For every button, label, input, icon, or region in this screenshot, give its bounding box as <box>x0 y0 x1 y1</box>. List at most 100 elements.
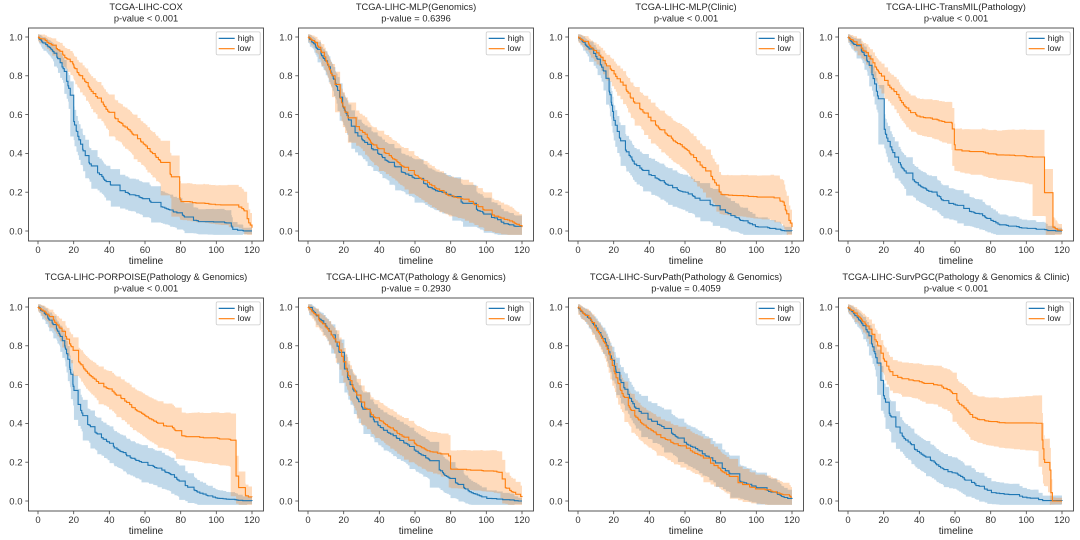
svg-text:timeline: timeline <box>129 256 164 267</box>
svg-text:120: 120 <box>1054 245 1070 256</box>
svg-text:1.0: 1.0 <box>279 32 292 43</box>
svg-text:120: 120 <box>514 515 530 526</box>
svg-text:0.4: 0.4 <box>549 419 562 430</box>
svg-text:0.8: 0.8 <box>819 341 832 352</box>
svg-text:40: 40 <box>374 515 385 526</box>
svg-text:80: 80 <box>985 515 996 526</box>
svg-text:TCGA-LIHC-PORPOISE(Pathology &: TCGA-LIHC-PORPOISE(Pathology & Genomics) <box>45 272 248 282</box>
svg-text:high: high <box>1048 303 1064 313</box>
svg-text:80: 80 <box>175 245 186 256</box>
svg-text:1.0: 1.0 <box>549 302 562 313</box>
svg-text:low: low <box>778 313 792 323</box>
svg-text:TCGA-LIHC-COX: TCGA-LIHC-COX <box>109 2 182 12</box>
svg-text:120: 120 <box>514 245 530 256</box>
svg-text:p-value < 0.001: p-value < 0.001 <box>924 13 988 23</box>
svg-text:1.0: 1.0 <box>9 302 22 313</box>
svg-text:p-value = 0.2930: p-value = 0.2930 <box>381 283 451 293</box>
svg-text:0.2: 0.2 <box>819 458 832 469</box>
svg-text:timeline: timeline <box>939 256 974 267</box>
svg-text:20: 20 <box>878 515 889 526</box>
svg-text:low: low <box>778 43 792 53</box>
svg-text:60: 60 <box>950 245 961 256</box>
svg-text:0.0: 0.0 <box>549 226 562 237</box>
svg-text:timeline: timeline <box>939 526 974 537</box>
svg-text:0.6: 0.6 <box>819 380 832 391</box>
svg-text:120: 120 <box>784 515 800 526</box>
svg-text:60: 60 <box>140 515 151 526</box>
svg-text:20: 20 <box>608 245 619 256</box>
svg-text:100: 100 <box>1018 245 1034 256</box>
svg-text:0.4: 0.4 <box>549 149 562 160</box>
svg-text:high: high <box>508 303 524 313</box>
svg-text:0.0: 0.0 <box>9 226 22 237</box>
svg-text:40: 40 <box>914 245 925 256</box>
svg-text:1.0: 1.0 <box>549 32 562 43</box>
svg-text:0: 0 <box>35 515 40 526</box>
svg-text:timeline: timeline <box>399 256 434 267</box>
svg-text:0.2: 0.2 <box>549 458 562 469</box>
svg-text:0.6: 0.6 <box>819 110 832 121</box>
svg-text:100: 100 <box>748 245 764 256</box>
svg-text:0.8: 0.8 <box>279 341 292 352</box>
svg-text:0.0: 0.0 <box>819 496 832 507</box>
svg-text:80: 80 <box>715 245 726 256</box>
svg-text:high: high <box>778 303 794 313</box>
svg-text:0.6: 0.6 <box>9 380 22 391</box>
svg-text:0.0: 0.0 <box>549 496 562 507</box>
svg-text:TCGA-LIHC-MLP(Clinic): TCGA-LIHC-MLP(Clinic) <box>635 2 736 12</box>
svg-text:0: 0 <box>305 245 310 256</box>
svg-text:20: 20 <box>878 245 889 256</box>
svg-text:1.0: 1.0 <box>279 302 292 313</box>
svg-text:0.8: 0.8 <box>9 71 22 82</box>
svg-text:0.0: 0.0 <box>279 226 292 237</box>
svg-text:low: low <box>1048 43 1062 53</box>
svg-text:100: 100 <box>748 515 764 526</box>
svg-text:0.4: 0.4 <box>819 149 832 160</box>
svg-text:low: low <box>508 43 522 53</box>
svg-text:p-value < 0.001: p-value < 0.001 <box>924 283 988 293</box>
svg-text:0.8: 0.8 <box>549 71 562 82</box>
svg-text:20: 20 <box>68 245 79 256</box>
svg-text:100: 100 <box>478 245 494 256</box>
svg-text:TCGA-LIHC-TransMIL(Pathology): TCGA-LIHC-TransMIL(Pathology) <box>886 2 1026 12</box>
svg-text:100: 100 <box>208 245 224 256</box>
svg-text:1.0: 1.0 <box>819 32 832 43</box>
svg-text:20: 20 <box>608 515 619 526</box>
svg-text:p-value < 0.001: p-value < 0.001 <box>654 13 718 23</box>
svg-text:40: 40 <box>374 245 385 256</box>
svg-text:0.8: 0.8 <box>9 341 22 352</box>
svg-text:0.0: 0.0 <box>279 496 292 507</box>
svg-text:p-value = 0.4059: p-value = 0.4059 <box>651 283 721 293</box>
svg-text:0.2: 0.2 <box>279 188 292 199</box>
svg-text:80: 80 <box>445 515 456 526</box>
svg-text:timeline: timeline <box>129 526 164 537</box>
svg-text:0.6: 0.6 <box>279 110 292 121</box>
svg-text:60: 60 <box>410 245 421 256</box>
svg-text:0: 0 <box>35 245 40 256</box>
svg-text:20: 20 <box>338 515 349 526</box>
svg-text:TCGA-LIHC-SurvPGC(Pathology &: TCGA-LIHC-SurvPGC(Pathology & Genomics &… <box>842 272 1069 282</box>
svg-text:TCGA-LIHC-MLP(Genomics): TCGA-LIHC-MLP(Genomics) <box>356 2 476 12</box>
svg-text:low: low <box>238 43 252 53</box>
svg-text:1.0: 1.0 <box>9 32 22 43</box>
svg-text:1.0: 1.0 <box>819 302 832 313</box>
svg-text:80: 80 <box>985 245 996 256</box>
svg-text:TCGA-LIHC-SurvPath(Pathology &: TCGA-LIHC-SurvPath(Pathology & Genomics) <box>590 272 782 282</box>
svg-text:120: 120 <box>244 245 260 256</box>
svg-text:60: 60 <box>680 245 691 256</box>
svg-text:40: 40 <box>104 515 115 526</box>
svg-text:0.6: 0.6 <box>9 110 22 121</box>
svg-text:0.4: 0.4 <box>279 149 292 160</box>
svg-text:0.4: 0.4 <box>9 149 22 160</box>
svg-text:0.2: 0.2 <box>9 188 22 199</box>
svg-text:high: high <box>1048 33 1064 43</box>
svg-text:120: 120 <box>244 515 260 526</box>
svg-text:0.4: 0.4 <box>9 419 22 430</box>
svg-text:120: 120 <box>784 245 800 256</box>
svg-text:40: 40 <box>104 245 115 256</box>
svg-text:0: 0 <box>575 515 580 526</box>
svg-text:80: 80 <box>715 515 726 526</box>
svg-text:60: 60 <box>410 515 421 526</box>
svg-text:0.0: 0.0 <box>9 496 22 507</box>
svg-text:p-value < 0.001: p-value < 0.001 <box>114 13 178 23</box>
